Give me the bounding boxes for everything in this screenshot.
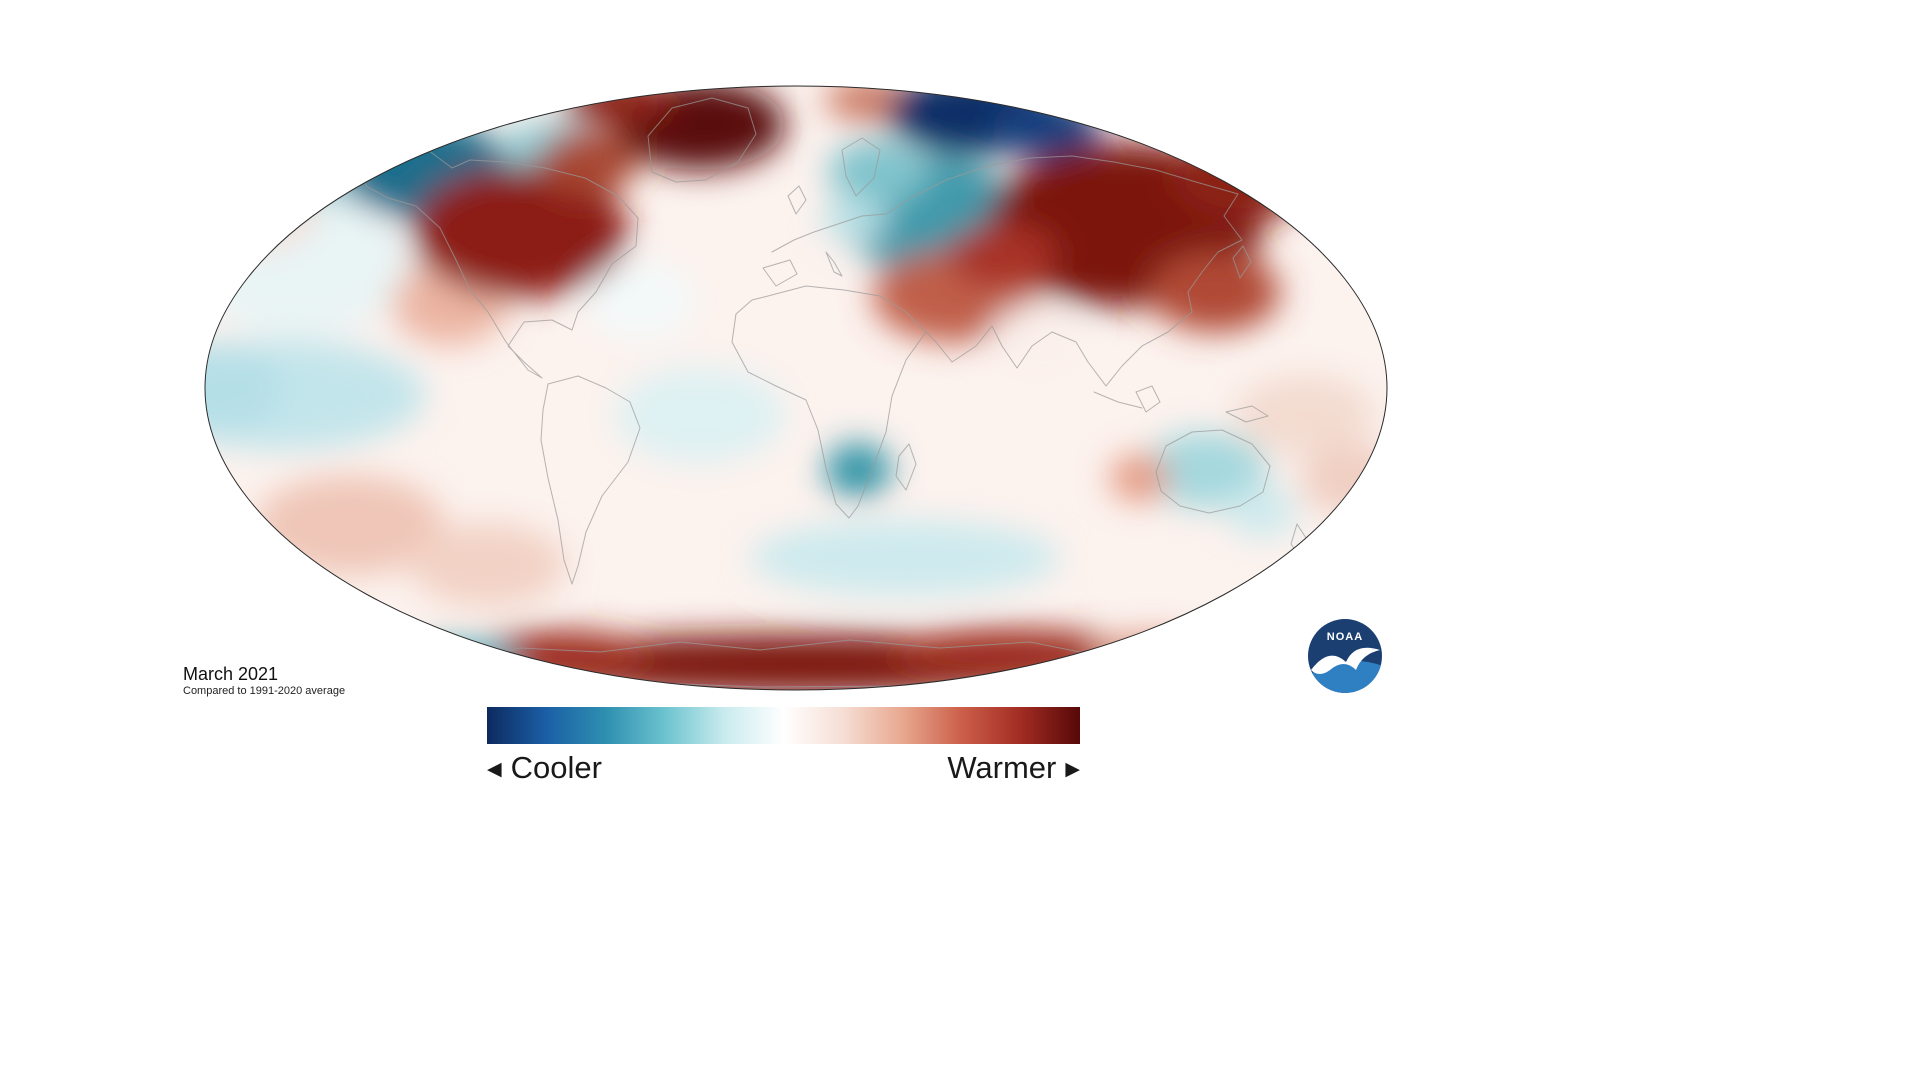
legend-labels: ◀ Cooler Warmer ▶ <box>487 750 1080 786</box>
outline-europe-coast <box>771 213 887 253</box>
outline-new-guinea <box>1225 405 1269 423</box>
outline-south-america <box>540 375 641 585</box>
outline-australia <box>1155 429 1271 514</box>
map-title-block: March 2021 Compared to 1991-2020 average <box>183 664 345 698</box>
outline-uk <box>787 185 807 215</box>
outline-north-america <box>361 149 639 379</box>
outline-africa <box>731 285 927 519</box>
cooler-label: Cooler <box>510 750 602 785</box>
map-title: March 2021 <box>183 664 279 684</box>
outline-indonesia <box>1093 391 1143 409</box>
outline-madagascar <box>895 443 917 491</box>
cooler-arrow-icon: ◀ <box>487 758 502 780</box>
outline-greenland <box>647 97 757 183</box>
noaa-logo-text: NOAA <box>1327 631 1363 643</box>
continent-outlines <box>361 97 1307 688</box>
noaa-logo: NOAA <box>1308 619 1382 693</box>
outline-borneo <box>1135 385 1161 413</box>
warmer-arrow-icon: ▶ <box>1065 758 1080 780</box>
outline-asia <box>885 155 1243 387</box>
map-subtitle: Compared to 1991-2020 average <box>183 685 346 697</box>
outline-italy <box>825 251 843 277</box>
warmer-label: Warmer <box>947 750 1057 785</box>
outline-scandinavia <box>841 137 881 197</box>
legend-warmer: Warmer ▶ <box>947 750 1080 786</box>
noaa-seagull-icon <box>1311 647 1380 674</box>
legend-cooler: ◀ Cooler <box>487 750 602 786</box>
colorbar <box>487 707 1080 744</box>
outline-japan <box>1232 245 1252 279</box>
map-clip-group <box>205 86 1387 690</box>
outline-iberia <box>762 259 798 287</box>
projection-border <box>204 85 1388 691</box>
